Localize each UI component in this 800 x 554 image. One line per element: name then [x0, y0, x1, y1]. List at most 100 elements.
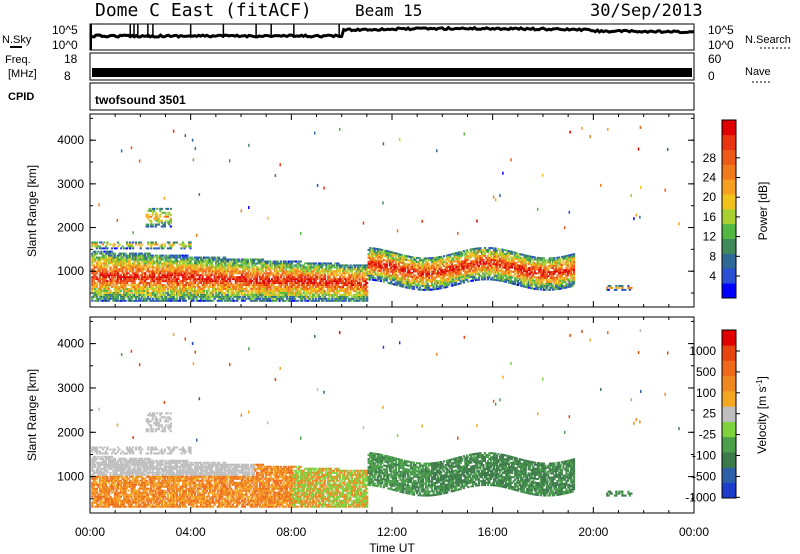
power-cell [196, 270, 200, 273]
power-cell [385, 255, 388, 258]
power-cell [193, 291, 197, 294]
power-cell [273, 282, 277, 285]
power-cell [169, 295, 172, 298]
power-cell [341, 297, 345, 300]
power-cell [212, 289, 215, 292]
power-cell [245, 274, 248, 277]
power-cell [334, 266, 337, 269]
power-cell [267, 282, 271, 285]
power-cell [275, 293, 278, 296]
power-cell [337, 284, 340, 287]
power-cell [441, 279, 444, 282]
power-cell [127, 289, 130, 292]
power-cell [317, 270, 320, 273]
power-cell [198, 286, 201, 289]
power-cell [281, 270, 284, 273]
power-cell [299, 299, 302, 302]
power-cell [139, 280, 142, 283]
power-cell [255, 293, 259, 296]
power-cell [186, 272, 189, 275]
power-cell [384, 275, 387, 278]
power-cell [104, 291, 108, 294]
power-cell [476, 265, 479, 268]
power-cell [361, 266, 364, 269]
power-cell [221, 258, 224, 261]
power-cell [366, 286, 369, 289]
power-cell [501, 248, 505, 251]
power-cell [424, 284, 428, 287]
power-cell [129, 243, 132, 246]
power-cell [144, 282, 147, 285]
power-cell [358, 295, 361, 298]
power-cell [148, 264, 151, 267]
power-cell [434, 288, 437, 291]
power-cell [216, 276, 219, 279]
power-cell [119, 247, 123, 250]
power-cell [221, 295, 224, 298]
power-cell [147, 252, 150, 255]
power-cell [165, 276, 168, 279]
power-cell [254, 270, 257, 273]
power-cell [402, 272, 405, 275]
power-cell [130, 291, 133, 294]
power-cell [479, 260, 482, 263]
power-cell [319, 266, 322, 269]
power-cell [283, 264, 286, 267]
power-cell [290, 266, 293, 269]
power-cell [434, 272, 437, 275]
power-cell [201, 278, 204, 281]
power-cell [216, 260, 219, 263]
power-cell [222, 274, 225, 277]
power-cell [266, 274, 269, 277]
power-cell [151, 254, 154, 257]
power-cell [97, 266, 100, 269]
power-cell [147, 268, 150, 271]
power-cell [397, 282, 400, 285]
power-cell [304, 274, 307, 277]
power-cell [329, 280, 333, 283]
power-cell [95, 247, 98, 250]
power-cell [488, 248, 491, 251]
power-cell [186, 291, 189, 294]
power-cell [112, 268, 115, 271]
power-cell [310, 268, 313, 271]
power-cell [130, 252, 133, 255]
power-cell [184, 284, 188, 287]
power-cell [459, 254, 462, 257]
power-cell [221, 286, 224, 289]
power-cell [237, 278, 240, 281]
power-cell [343, 284, 346, 287]
power-cell [216, 256, 219, 259]
power-cell [483, 276, 487, 279]
power-cell [145, 258, 148, 261]
power-cell [210, 293, 213, 296]
power-cell [133, 266, 136, 269]
power-cell [474, 251, 477, 254]
power-cell [344, 297, 348, 300]
power-cell [308, 286, 311, 289]
power-cell [92, 243, 95, 246]
power-cell [521, 279, 524, 282]
power-cell [509, 252, 512, 255]
power-cell [382, 272, 385, 275]
power-cell [520, 253, 523, 256]
power-cell [101, 295, 105, 298]
power-cell [190, 297, 194, 300]
power-cell [304, 276, 307, 279]
power-cell [100, 256, 103, 259]
power-cell [424, 261, 428, 264]
power-cell [207, 297, 210, 300]
power-cell [485, 248, 488, 251]
power-cell [514, 267, 517, 270]
power-cell [290, 278, 293, 281]
power-cell [225, 268, 228, 271]
power-cell [335, 288, 339, 290]
power-cell [98, 264, 102, 267]
power-cell [199, 288, 203, 290]
power-cell [178, 288, 182, 290]
power-cell [278, 282, 281, 285]
power-cell [106, 258, 109, 261]
power-cell [243, 262, 246, 265]
power-cell [148, 262, 151, 265]
power-cell [130, 284, 133, 287]
